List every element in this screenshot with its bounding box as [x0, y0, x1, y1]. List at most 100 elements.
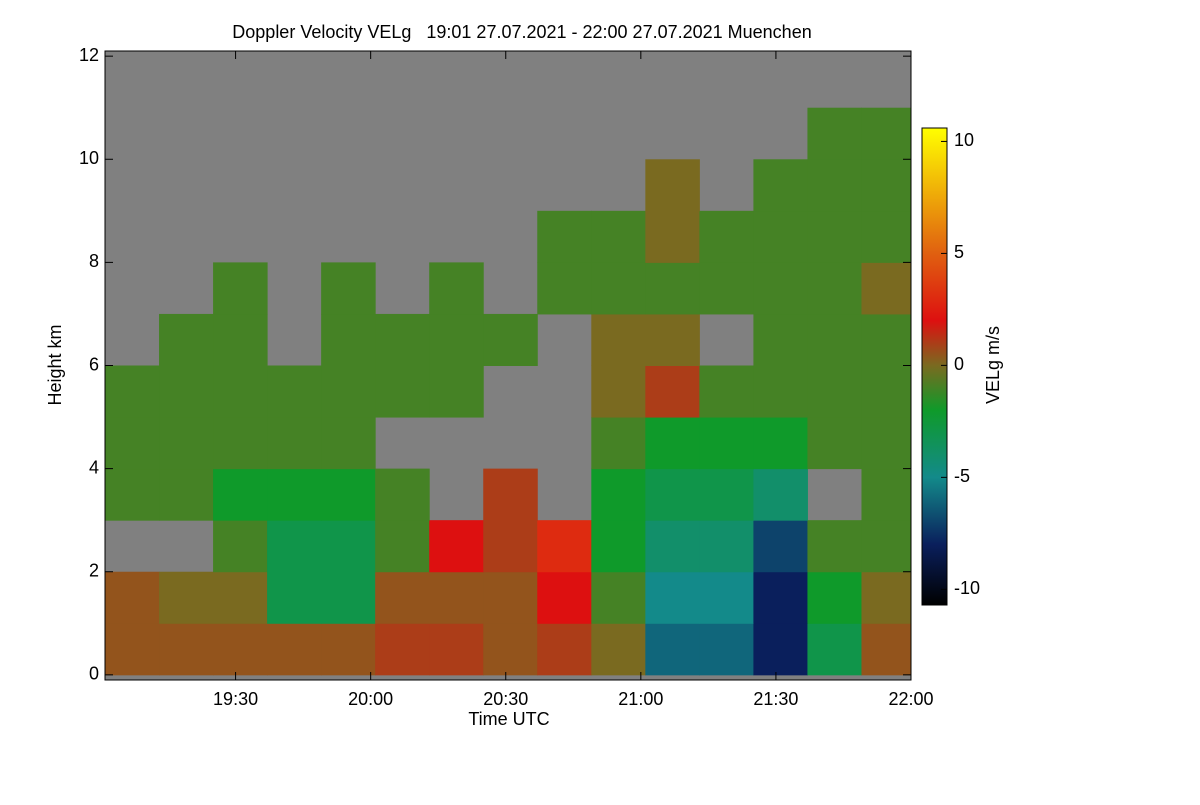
y-tick-label: 0 [89, 664, 99, 684]
heat-cell [537, 262, 592, 315]
heat-cell [645, 210, 700, 263]
heat-cell [591, 417, 646, 470]
heat-cell [321, 571, 376, 624]
heat-cell [159, 313, 214, 366]
x-tick-label: 21:00 [618, 689, 663, 709]
y-tick-label: 4 [89, 457, 99, 477]
heat-cell [753, 417, 808, 470]
x-tick-label: 20:00 [348, 689, 393, 709]
heat-cell [753, 571, 808, 624]
heat-cell [753, 365, 808, 418]
heat-cell [213, 623, 268, 676]
heat-cell [645, 623, 700, 676]
heat-cell [321, 262, 376, 315]
heat-cell [645, 571, 700, 624]
heat-cell [429, 571, 484, 624]
x-axis-label: Time UTC [468, 709, 549, 729]
heat-cell [807, 520, 862, 573]
heat-cell [699, 571, 754, 624]
x-tick-label: 19:30 [213, 689, 258, 709]
heat-cell [375, 468, 430, 521]
heat-cell [159, 417, 214, 470]
heat-cell [861, 468, 912, 521]
heat-cell [105, 417, 160, 470]
heat-cell [105, 571, 160, 624]
heat-cell [429, 365, 484, 418]
heat-cell [537, 571, 592, 624]
heat-cell [645, 468, 700, 521]
heat-cell [267, 417, 322, 470]
heat-cell [807, 571, 862, 624]
heat-cell [321, 417, 376, 470]
colorbar-tick-label: -5 [954, 466, 970, 486]
heat-cell [267, 571, 322, 624]
y-axis-label: Height km [45, 324, 65, 405]
heat-cell [753, 262, 808, 315]
heat-cell [591, 468, 646, 521]
heat-cell [213, 520, 268, 573]
heat-cell [105, 623, 160, 676]
heat-cell [213, 571, 268, 624]
heat-cell [591, 210, 646, 263]
heat-cell [807, 623, 862, 676]
x-tick-label: 22:00 [888, 689, 933, 709]
heat-cell [591, 313, 646, 366]
heat-cell [807, 417, 862, 470]
colorbar-label: VELg m/s [983, 326, 1003, 404]
heat-cell [537, 623, 592, 676]
heat-cell [483, 520, 538, 573]
chart-title: Doppler Velocity VELg 19:01 27.07.2021 -… [232, 22, 811, 42]
heat-cell [861, 571, 912, 624]
heat-cell [861, 107, 912, 160]
heat-cell [645, 159, 700, 212]
heat-cell [267, 623, 322, 676]
heat-cell [645, 262, 700, 315]
heat-cell [699, 365, 754, 418]
heat-cell [591, 262, 646, 315]
heat-cell [213, 417, 268, 470]
heat-cell [105, 468, 160, 521]
heat-cell [591, 520, 646, 573]
heat-cell [321, 520, 376, 573]
heat-cell [699, 468, 754, 521]
heat-cell [753, 520, 808, 573]
heat-cell [429, 262, 484, 315]
y-tick-label: 6 [89, 354, 99, 374]
heat-cell [645, 365, 700, 418]
heat-cell [591, 623, 646, 676]
heat-cell [699, 623, 754, 676]
heat-cell [537, 520, 592, 573]
heat-cell [375, 571, 430, 624]
heat-cell [861, 365, 912, 418]
y-tick-label: 2 [89, 560, 99, 580]
y-tick-label: 12 [79, 45, 99, 65]
heat-cell [861, 262, 912, 315]
heat-cell [483, 313, 538, 366]
heat-cell [321, 313, 376, 366]
heat-cell [213, 468, 268, 521]
heat-cell [861, 159, 912, 212]
heat-cell [861, 210, 912, 263]
heat-cell [159, 623, 214, 676]
heat-cell [213, 313, 268, 366]
heat-cell [375, 365, 430, 418]
heat-cell [861, 520, 912, 573]
colorbar-tick-label: 10 [954, 130, 974, 150]
heat-cell [537, 210, 592, 263]
heat-cell [861, 623, 912, 676]
colorbar-tick-label: 0 [954, 354, 964, 374]
heat-cell [753, 468, 808, 521]
heat-cell [807, 159, 862, 212]
heat-cell [159, 571, 214, 624]
heat-cell [321, 468, 376, 521]
heat-cell [699, 417, 754, 470]
heat-cell [267, 468, 322, 521]
y-tick-label: 8 [89, 251, 99, 271]
heat-cell [267, 520, 322, 573]
heat-cell [861, 417, 912, 470]
heat-cell [429, 623, 484, 676]
heat-cell [321, 365, 376, 418]
heat-cell [699, 262, 754, 315]
heat-cell [375, 520, 430, 573]
